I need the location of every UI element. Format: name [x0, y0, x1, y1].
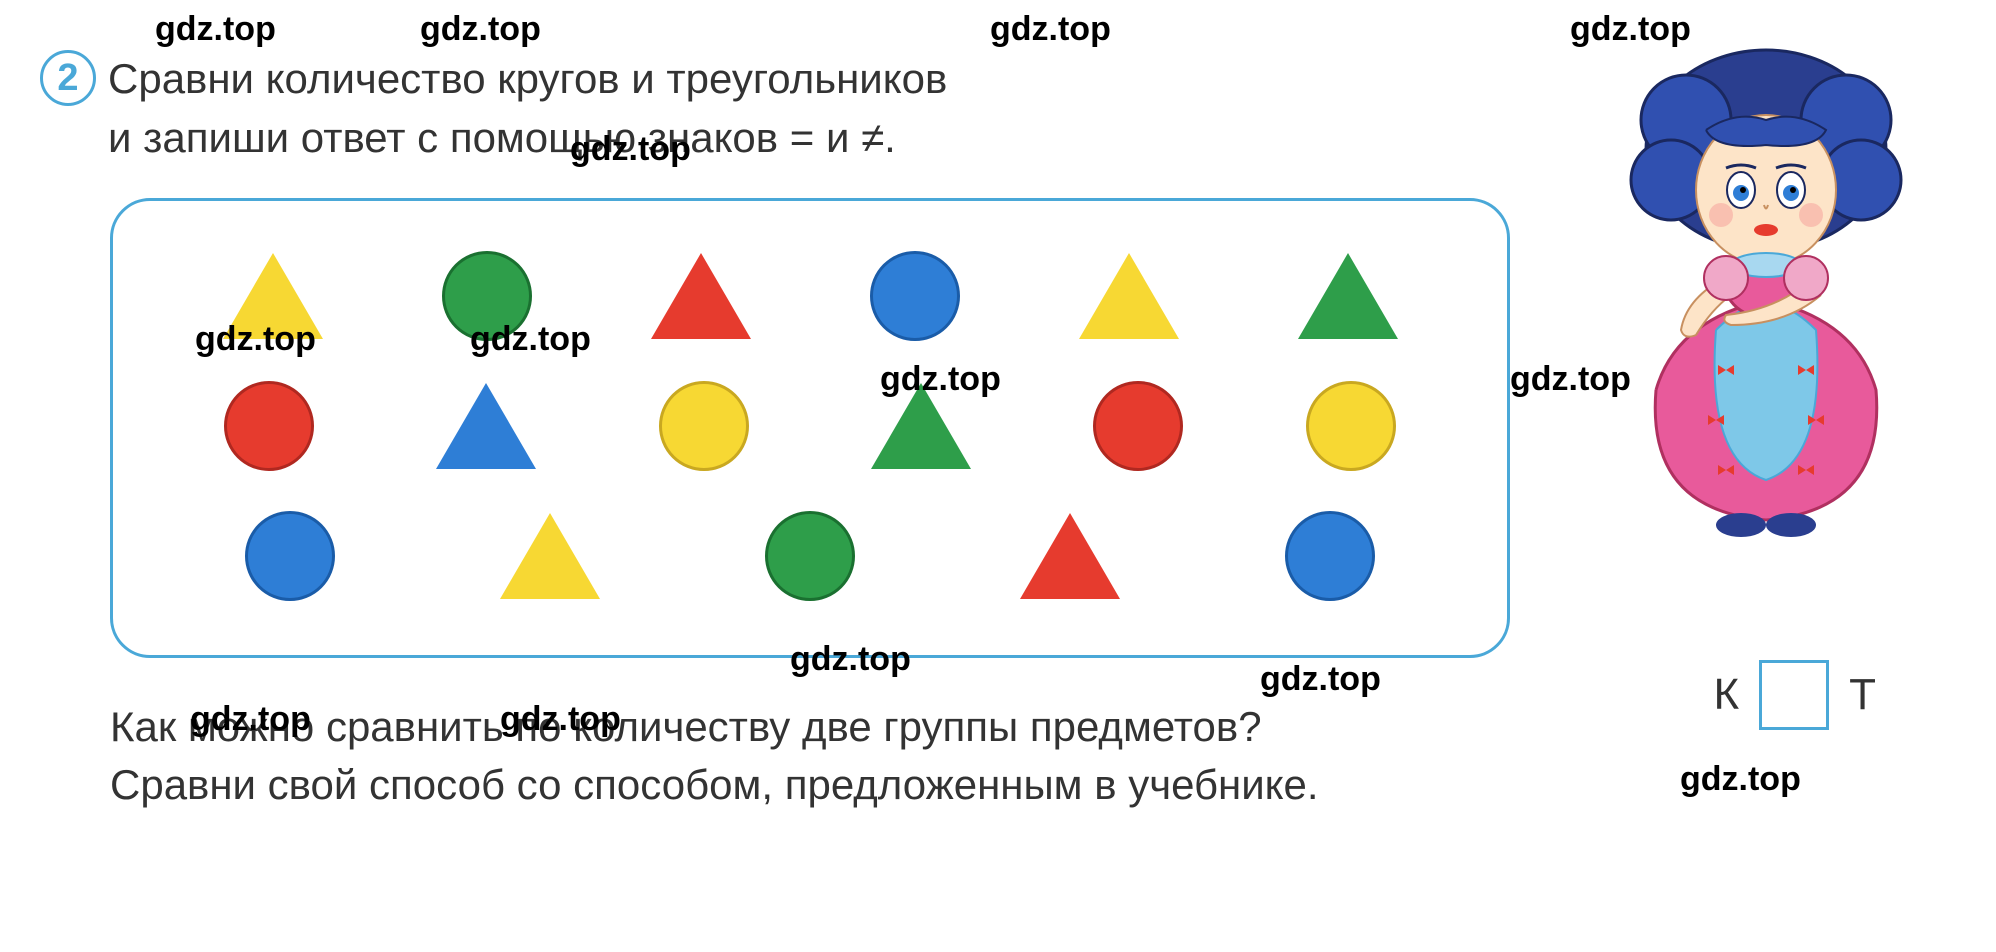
- red-triangle-icon: [1020, 513, 1120, 599]
- watermark-text: gdz.top: [1260, 660, 1381, 699]
- yellow-circle-icon: [1306, 381, 1396, 471]
- green-triangle-icon: [871, 383, 971, 469]
- question-number-badge: 2: [40, 50, 96, 106]
- question-line1: Сравни количество кругов и треугольников: [108, 55, 947, 102]
- bottom-line1: Как можно сравнить по количеству две гру…: [110, 703, 1262, 750]
- answer-box-input[interactable]: [1759, 660, 1829, 730]
- watermark-text: gdz.top: [155, 10, 276, 49]
- question-line2: и запиши ответ с помощью знаков = и ≠.: [108, 114, 896, 161]
- bottom-text: Как можно сравнить по количеству две гру…: [110, 698, 1956, 816]
- character-illustration: [1596, 40, 1936, 540]
- answer-area: К Т: [1713, 660, 1876, 730]
- yellow-triangle-icon: [500, 513, 600, 599]
- shape-row-1: [163, 231, 1457, 361]
- bottom-line2: Сравни свой способ со способом, предложе…: [110, 761, 1319, 808]
- shapes-panel: [110, 198, 1510, 658]
- watermark-text: gdz.top: [990, 10, 1111, 49]
- red-circle-icon: [1093, 381, 1183, 471]
- yellow-circle-icon: [659, 381, 749, 471]
- blue-circle-icon: [245, 511, 335, 601]
- red-triangle-icon: [651, 253, 751, 339]
- yellow-triangle-icon: [223, 253, 323, 339]
- shape-row-3: [163, 491, 1457, 621]
- question-text: Сравни количество кругов и треугольников…: [108, 50, 947, 168]
- green-circle-icon: [765, 511, 855, 601]
- answer-left-label: К: [1713, 670, 1739, 720]
- red-circle-icon: [224, 381, 314, 471]
- green-triangle-icon: [1298, 253, 1398, 339]
- shape-row-2: [163, 361, 1457, 491]
- green-circle-icon: [442, 251, 532, 341]
- yellow-triangle-icon: [1079, 253, 1179, 339]
- answer-right-label: Т: [1849, 670, 1876, 720]
- blue-circle-icon: [1285, 511, 1375, 601]
- blue-triangle-icon: [436, 383, 536, 469]
- doll-character-icon: [1596, 40, 1936, 540]
- blue-circle-icon: [870, 251, 960, 341]
- watermark-text: gdz.top: [420, 10, 541, 49]
